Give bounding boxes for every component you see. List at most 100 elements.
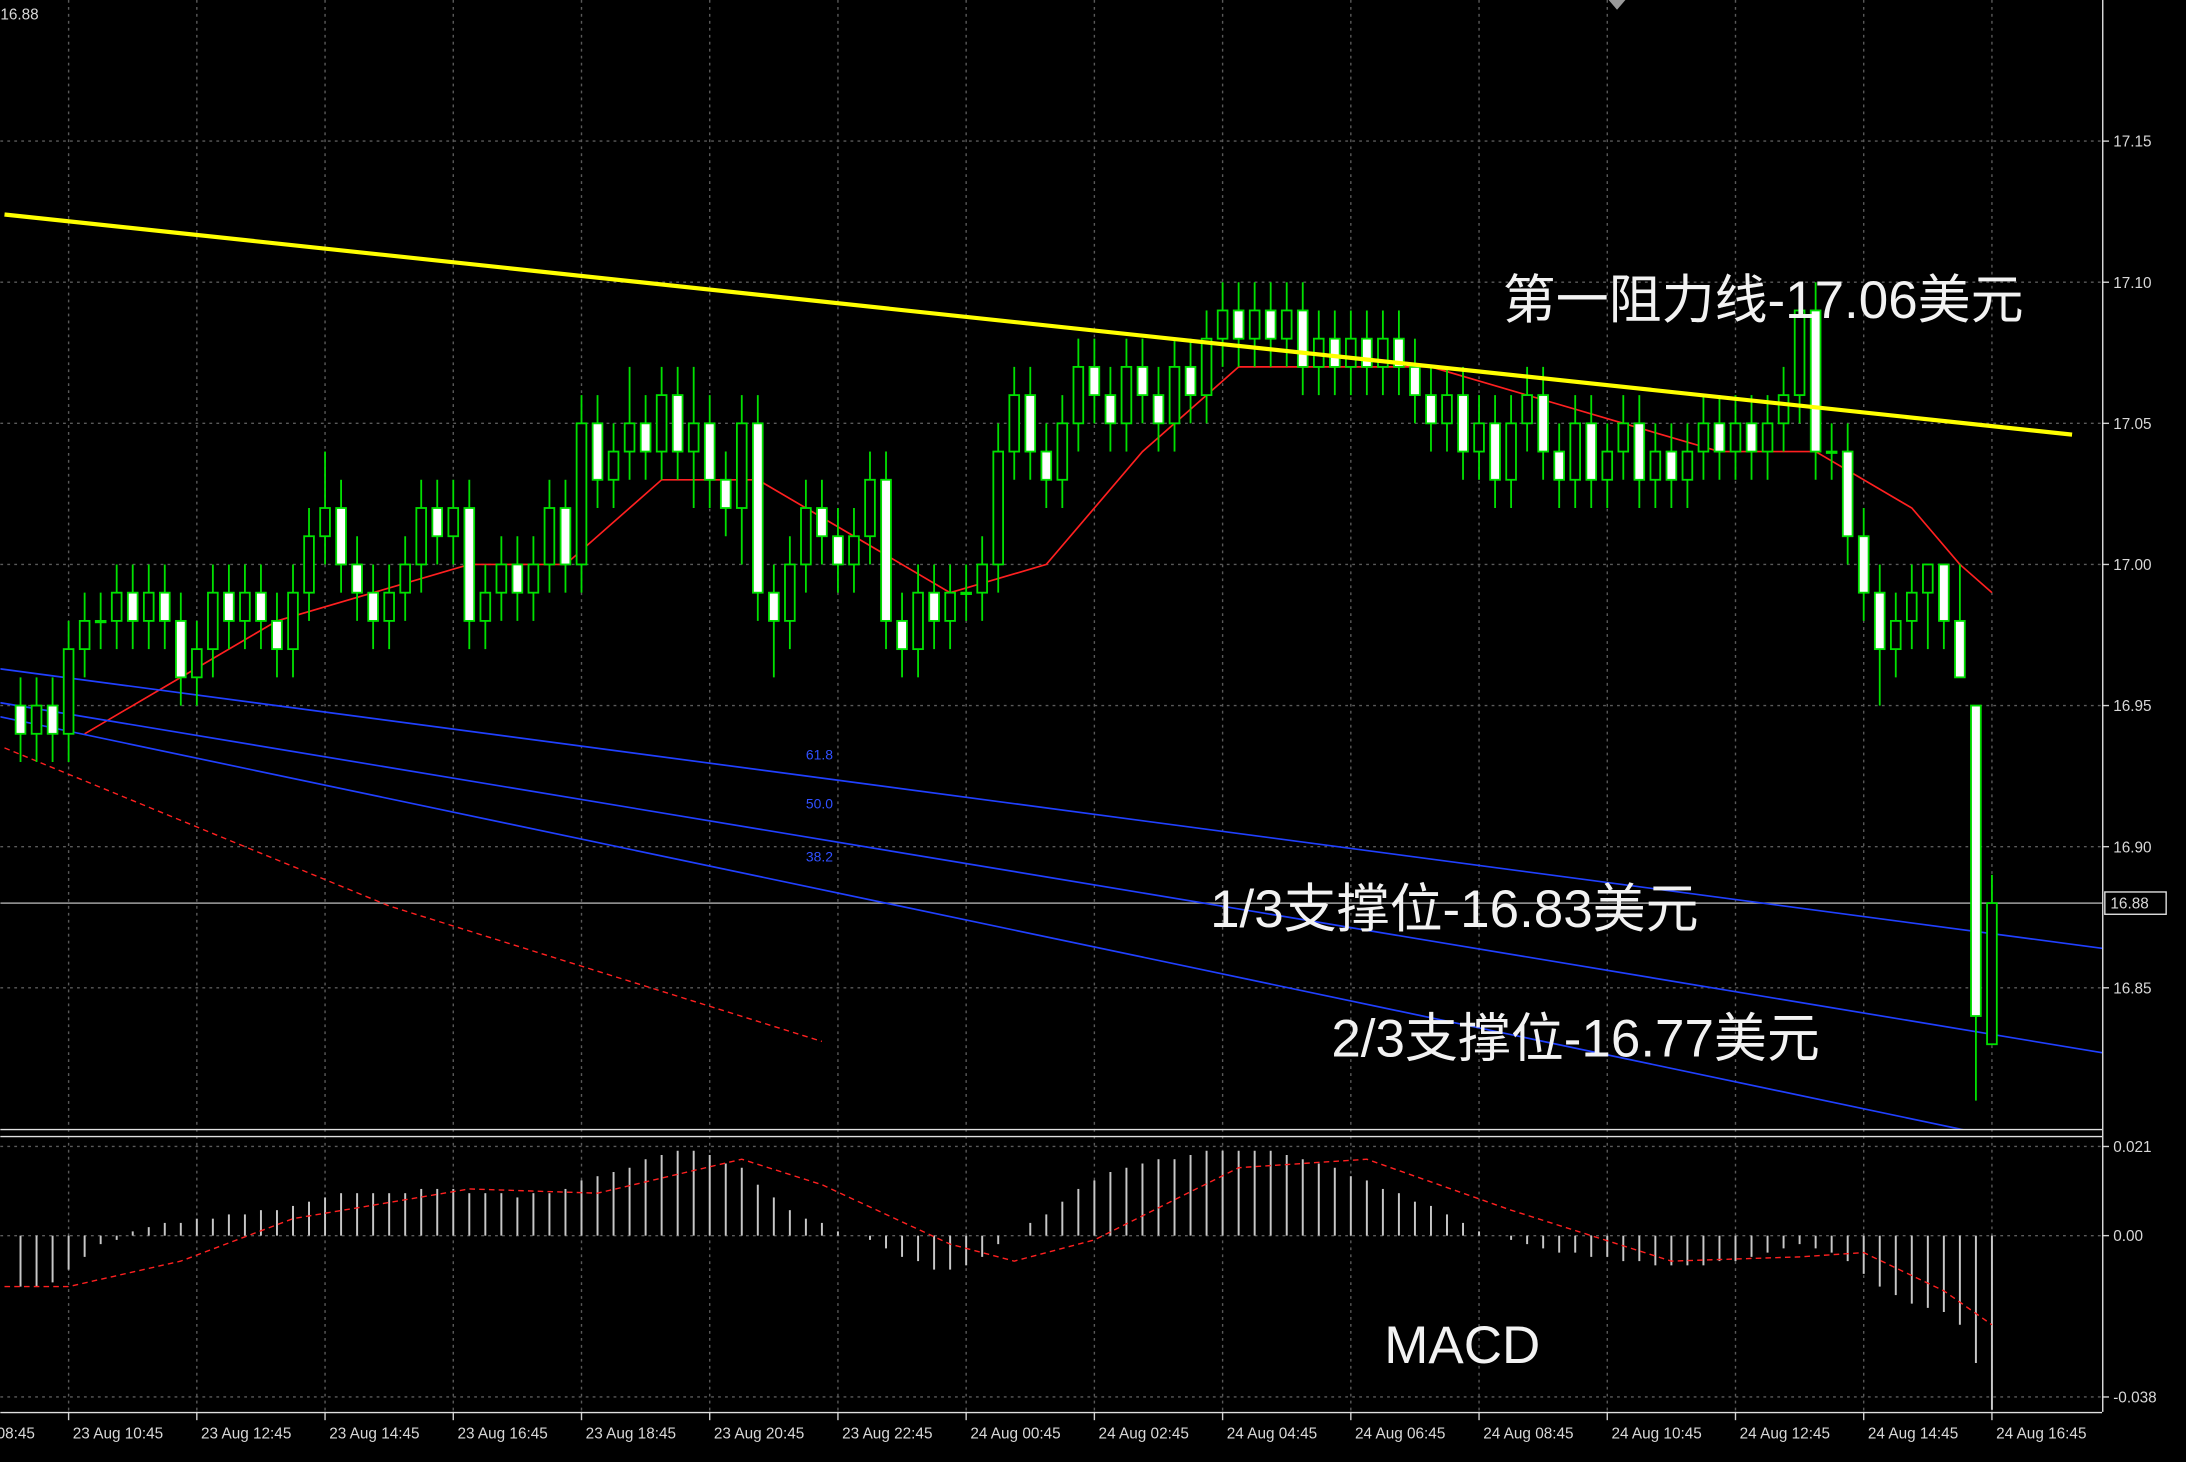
candle-body xyxy=(495,563,508,594)
candle-body xyxy=(559,507,572,566)
y-tick-label: 17.00 xyxy=(2113,557,2151,574)
candle-body xyxy=(527,563,540,594)
candle-body xyxy=(575,422,588,566)
y-tick-label: 16.95 xyxy=(2113,698,2151,715)
candle-body xyxy=(1809,309,1822,453)
candle-body xyxy=(271,619,283,651)
candle-body xyxy=(1441,394,1453,425)
x-tick-label: 23 Aug 18:45 xyxy=(586,1425,676,1442)
candle-body xyxy=(1104,394,1117,425)
last-price-label: 16.88 xyxy=(2110,896,2148,913)
candle-body xyxy=(62,648,75,735)
x-tick-label: 23 Aug 12:45 xyxy=(201,1425,291,1442)
candle-body xyxy=(1232,309,1245,340)
line xyxy=(0,716,1964,1129)
candle-body xyxy=(431,507,444,538)
candle-body xyxy=(1296,309,1309,368)
candle-body xyxy=(319,507,331,538)
candle-body xyxy=(1393,337,1405,368)
line xyxy=(4,747,823,1043)
candle-body xyxy=(511,563,524,594)
candle-body xyxy=(1088,365,1101,397)
candle-body xyxy=(126,591,139,622)
candle-body xyxy=(1152,394,1165,425)
candle-body xyxy=(1601,450,1614,481)
candle-body xyxy=(1681,450,1694,481)
candle-body xyxy=(639,422,652,453)
candle-body xyxy=(142,591,155,622)
candle-body xyxy=(1889,619,1902,651)
candle-body xyxy=(735,422,748,509)
fib-label: 50.0 xyxy=(806,795,833,811)
x-tick-label: 24 Aug 08:45 xyxy=(1483,1425,1573,1442)
x-tick-label: 24 Aug 16:45 xyxy=(1996,1425,2086,1442)
candle-body xyxy=(78,619,91,651)
candle-body xyxy=(1745,422,1758,453)
candle-body xyxy=(1200,337,1213,397)
candle-body xyxy=(671,394,684,453)
candle-body xyxy=(784,563,796,622)
candle-body xyxy=(944,591,956,622)
candle-body xyxy=(800,507,812,566)
candle-body xyxy=(223,591,235,622)
candle-body xyxy=(1521,394,1533,425)
price-pane: 61.8 50.0 38.2 xyxy=(0,212,2103,1129)
x-tick-label: 23 Aug 20:45 xyxy=(714,1425,804,1442)
y-tick-label: 0.00 xyxy=(2113,1228,2143,1245)
candle-body xyxy=(94,619,107,624)
candle-body xyxy=(1569,422,1581,481)
candle-body xyxy=(447,507,460,538)
candle-body xyxy=(591,422,604,481)
shift-marker xyxy=(1608,0,1626,10)
candle-body xyxy=(479,591,492,622)
y-tick-label: 17.15 xyxy=(2113,134,2151,151)
candle-body xyxy=(719,478,732,509)
candle-body xyxy=(1184,365,1197,397)
candle-body xyxy=(960,591,972,595)
candle-body xyxy=(1825,450,1838,454)
candle-body xyxy=(1857,535,1870,594)
candle-body xyxy=(1938,563,1950,622)
candle-body xyxy=(1072,365,1085,425)
candle-body xyxy=(191,648,203,679)
candle-body xyxy=(976,563,988,594)
y-tick-label: 17.05 xyxy=(2113,416,2151,433)
x-tick-label: 24 Aug 10:45 xyxy=(1611,1425,1701,1442)
candle-body xyxy=(367,591,379,622)
candle-body xyxy=(1986,902,1998,1046)
candle-body xyxy=(30,704,43,735)
candle-body xyxy=(607,450,620,481)
candle-body xyxy=(158,591,171,622)
x-tick-label: 24 Aug 04:45 xyxy=(1227,1425,1317,1442)
candle-body xyxy=(287,591,299,651)
candle-body xyxy=(1553,450,1565,481)
y-tick-label: 0.021 xyxy=(2113,1139,2151,1156)
x-tick-label: 24 Aug 06:45 xyxy=(1355,1425,1445,1442)
candle-body xyxy=(880,478,892,622)
candle-body xyxy=(1649,450,1662,481)
fib-label: 38.2 xyxy=(806,848,833,864)
candle-body xyxy=(1777,394,1790,425)
candle-body xyxy=(1345,337,1357,368)
candle-body xyxy=(1457,394,1469,453)
x-tick-label: 24 Aug 14:45 xyxy=(1868,1425,1958,1442)
y-tick-label: 17.10 xyxy=(2113,275,2151,292)
fib-label: 61.8 xyxy=(806,747,833,763)
candle-body xyxy=(14,704,27,735)
macd-pane xyxy=(4,1150,1993,1410)
candle-body xyxy=(1505,422,1517,481)
candle-body xyxy=(1120,365,1133,425)
candle-body xyxy=(1841,450,1854,538)
candle-body xyxy=(1713,422,1726,453)
candle-body xyxy=(1409,365,1421,397)
x-tick-label: 24 Aug 00:45 xyxy=(970,1425,1060,1442)
candle-body xyxy=(175,619,187,679)
y-tick-label: 16.85 xyxy=(2113,980,2151,997)
line xyxy=(0,668,2103,950)
candle-body xyxy=(703,422,716,481)
signal-line xyxy=(4,1158,1993,1326)
candle-body xyxy=(912,591,924,651)
y-tick-label: -0.038 xyxy=(2113,1390,2156,1407)
